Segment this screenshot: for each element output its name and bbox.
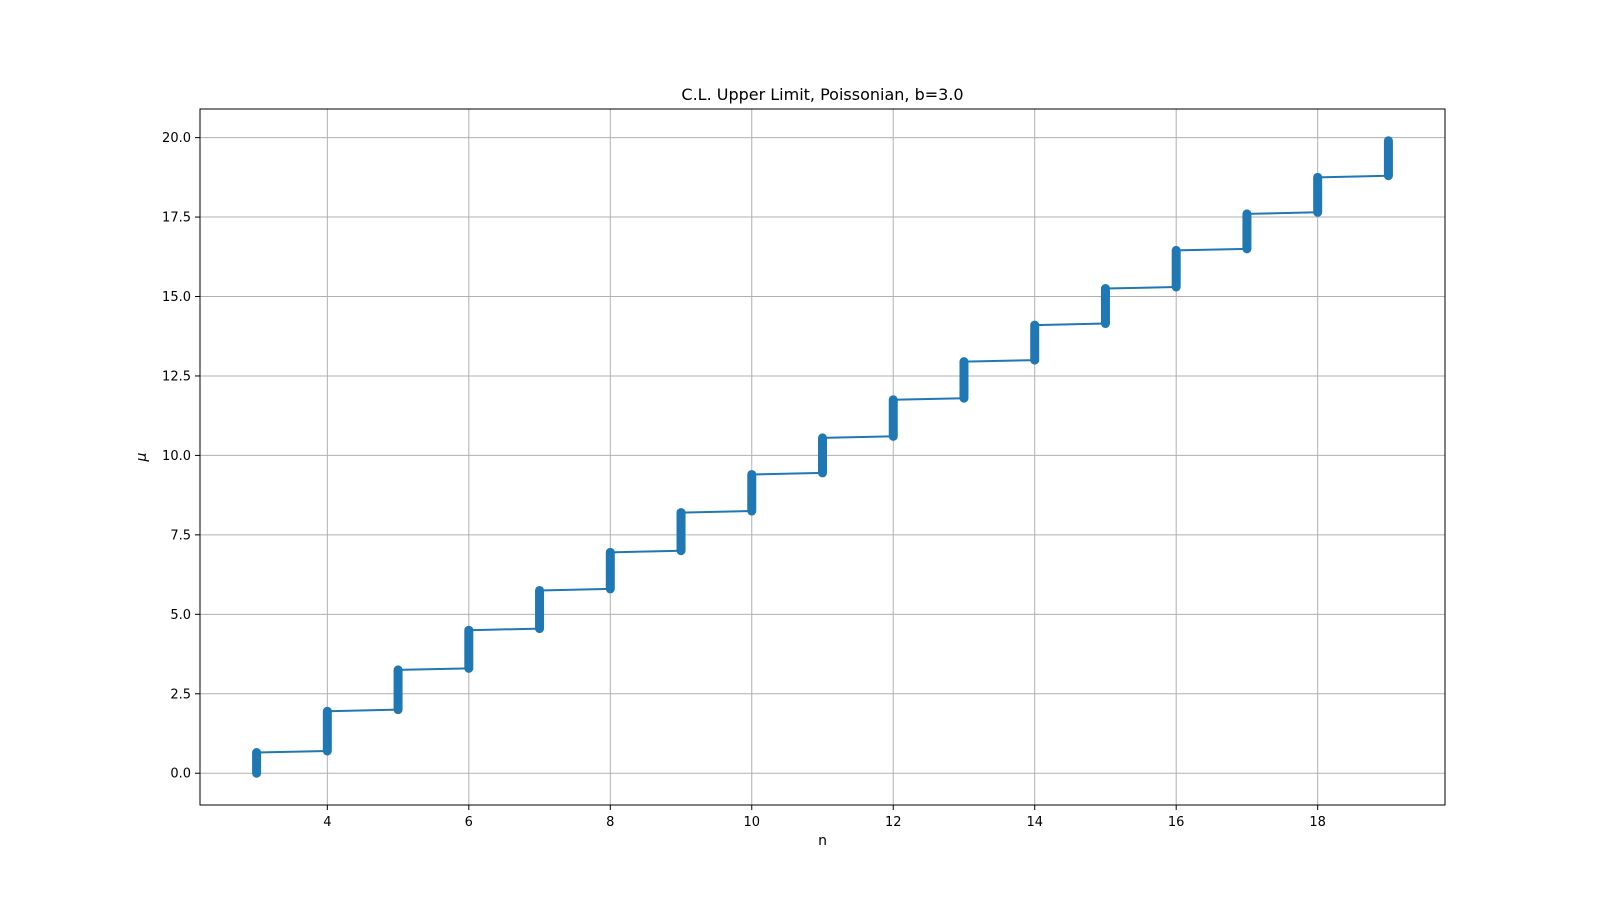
plot-frame — [199, 108, 1446, 806]
y-tick-label: 0.0 — [170, 767, 191, 782]
x-tick-label: 18 — [1309, 815, 1326, 830]
x-tick-label: 12 — [885, 815, 902, 830]
y-tick-label: 5.0 — [170, 608, 191, 623]
x-tick-label: 14 — [1026, 815, 1043, 830]
y-tick-label: 12.5 — [162, 369, 191, 384]
x-tick-label: 10 — [743, 815, 760, 830]
x-tick-label: 16 — [1168, 815, 1185, 830]
series-mu — [252, 136, 1393, 778]
x-axis-label: n — [818, 833, 827, 849]
y-tick-label: 10.0 — [162, 449, 191, 464]
y-tick-label: 15.0 — [162, 290, 191, 305]
chart-title: C.L. Upper Limit, Poissonian, b=3.0 — [681, 85, 963, 104]
y-tick-label: 2.5 — [170, 687, 191, 702]
y-tick-label: 7.5 — [170, 528, 191, 543]
y-tick-label: 20.0 — [162, 131, 191, 146]
x-tick-label: 8 — [606, 815, 614, 830]
x-tick-label: 6 — [465, 815, 473, 830]
x-tick-label: 4 — [323, 815, 331, 830]
x-axis-ticks: 4 6 8 10 12 14 16 18 — [323, 805, 1326, 830]
y-tick-label: 17.5 — [162, 211, 191, 226]
y-axis-label: μ — [134, 452, 150, 462]
y-axis-ticks: 0.0 2.5 5.0 7.5 10.0 12.5 15.0 17.5 20.0 — [162, 131, 200, 782]
